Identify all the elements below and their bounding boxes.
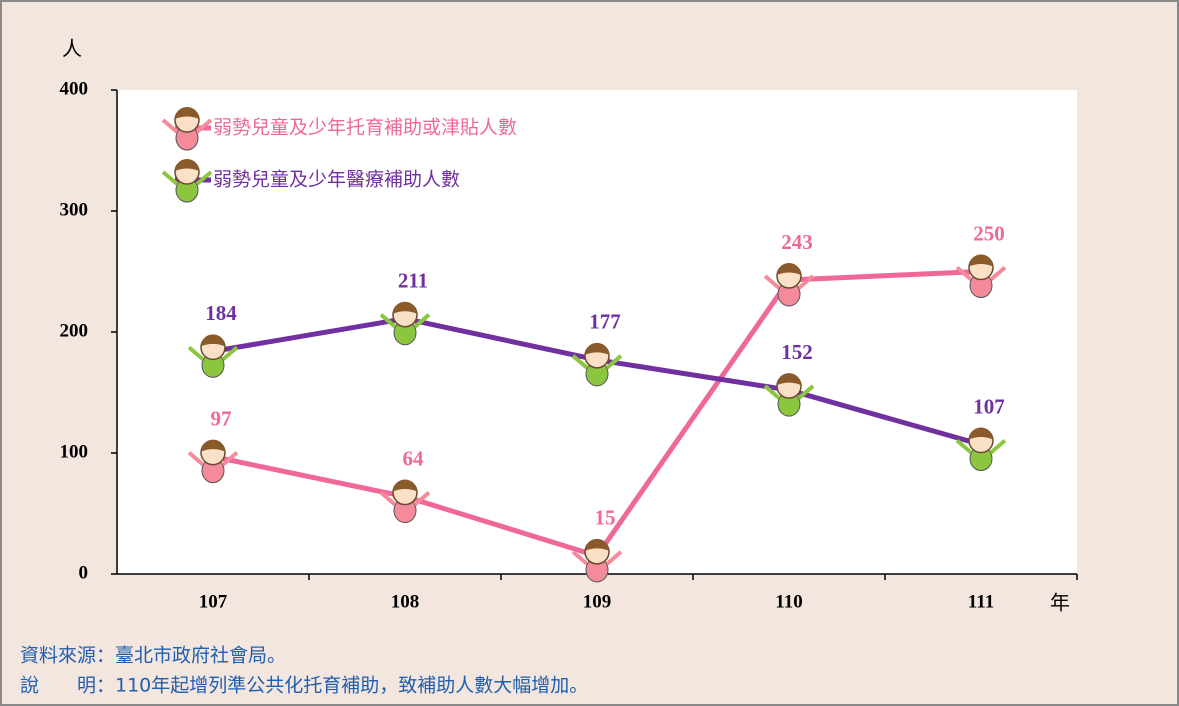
kid-hair	[175, 159, 199, 171]
kid-hair	[393, 479, 417, 492]
kid-arm	[605, 354, 623, 370]
kid-arm	[413, 491, 431, 507]
kid-arm	[571, 354, 589, 370]
data-label: 184	[205, 301, 237, 325]
kid-marker	[955, 254, 1007, 298]
legend-label: 弱勢兒童及少年醫療補助人數	[213, 169, 460, 191]
kid-arm	[763, 384, 781, 400]
kid-marker	[763, 262, 815, 307]
kid-hair	[393, 301, 417, 314]
data-label: 107	[973, 394, 1005, 418]
kid-arm	[379, 491, 397, 507]
kid-marker	[571, 342, 623, 387]
y-axis-title: 人	[62, 37, 82, 61]
kid-hair	[201, 334, 225, 347]
kid-arm	[379, 313, 397, 329]
kid-arm	[195, 118, 213, 134]
kid-marker	[161, 159, 213, 203]
data-label: 243	[781, 230, 813, 254]
kid-arm	[989, 265, 1007, 282]
kid-arm	[955, 439, 973, 455]
kid-arm	[797, 274, 815, 290]
x-tick-label: 108	[391, 591, 420, 612]
data-label: 64	[403, 446, 425, 470]
data-label: 211	[398, 269, 428, 293]
kid-arm	[989, 439, 1007, 455]
kid-arm	[797, 384, 815, 400]
kid-arm	[221, 345, 239, 361]
kid-arm	[187, 451, 205, 467]
y-tick-label: 100	[60, 441, 89, 462]
kid-hair	[175, 107, 199, 119]
y-tick-label: 400	[60, 78, 89, 99]
kid-marker	[571, 538, 623, 583]
y-tick-label: 200	[60, 320, 89, 341]
x-tick-label: 111	[968, 591, 994, 612]
kid-hair	[969, 254, 993, 267]
kid-hair	[777, 373, 801, 386]
kid-arm	[187, 345, 205, 361]
kid-marker	[763, 373, 815, 417]
kid-hair	[777, 262, 801, 275]
data-label: 152	[781, 340, 813, 364]
kid-arm	[605, 550, 623, 566]
kid-arm	[955, 265, 973, 282]
data-label: 97	[211, 406, 232, 430]
legend-label: 弱勢兒童及少年托育補助或津貼人數	[213, 117, 517, 139]
explanation-note: 說 明：110年起增列準公共化托育補助，致補助人數大幅增加。	[20, 675, 588, 697]
source-note: 資料來源：臺北市政府社會局。	[20, 645, 286, 667]
kid-hair	[585, 342, 609, 355]
y-tick-label: 0	[79, 562, 89, 583]
y-tick-label: 300	[60, 199, 89, 220]
kid-marker	[379, 479, 431, 524]
kid-marker	[187, 439, 239, 484]
kid-arm	[571, 550, 589, 566]
kid-arm	[413, 313, 431, 329]
x-tick-label: 107	[199, 591, 228, 612]
plot-area	[117, 90, 1077, 574]
kid-hair	[585, 538, 609, 551]
kid-arm	[763, 274, 781, 290]
data-label: 250	[973, 221, 1005, 245]
x-axis-title: 年	[1050, 591, 1070, 615]
kid-hair	[969, 427, 993, 440]
data-label: 15	[595, 506, 616, 530]
kid-arm	[161, 170, 179, 186]
x-tick-label: 109	[583, 591, 612, 612]
kid-hair	[201, 439, 225, 452]
x-tick-label: 110	[775, 591, 802, 612]
kid-arm	[161, 118, 179, 134]
kid-marker	[187, 334, 239, 378]
kid-marker	[955, 427, 1007, 472]
kid-marker	[379, 301, 431, 346]
kid-arm	[221, 451, 239, 467]
kid-arm	[195, 170, 213, 186]
kid-marker	[161, 107, 213, 151]
data-label: 177	[589, 310, 621, 334]
